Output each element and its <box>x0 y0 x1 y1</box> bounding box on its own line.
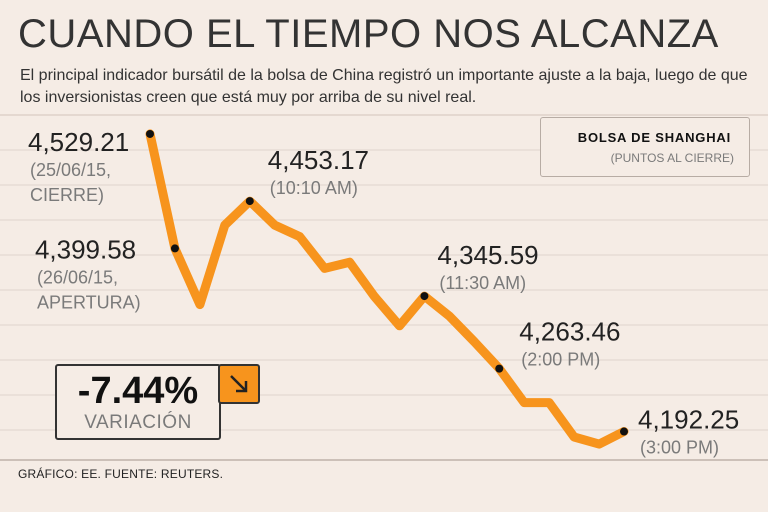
variation-box: -7.44% VARIACIÓN <box>55 364 221 440</box>
data-label-value: 4,345.59 <box>437 240 538 270</box>
chart-subtitle: El principal indicador bursátil de la bo… <box>20 67 748 106</box>
grid-lines <box>0 114 768 461</box>
legend-title: BOLSA DE SHANGHAI <box>577 130 731 145</box>
chart-title: CUANDO EL TIEMPO NOS ALCANZA <box>18 12 719 56</box>
data-label-note: APERTURA) <box>37 292 141 312</box>
data-label-note: (11:30 AM) <box>439 273 526 293</box>
data-label-note: (3:00 PM) <box>640 438 719 458</box>
data-point <box>245 197 254 206</box>
data-label-value: 4,263.46 <box>519 317 620 347</box>
data-points <box>146 129 628 436</box>
data-label-value: 4,529.21 <box>28 127 129 157</box>
data-label-value: 4,192.25 <box>638 405 739 435</box>
data-label-value: 4,453.17 <box>268 145 369 175</box>
legend-box: BOLSA DE SHANGHAI (PUNTOS AL CIERRE) <box>540 117 750 177</box>
data-label-note: (2:00 PM) <box>521 350 600 370</box>
data-label-value: 4,399.58 <box>35 234 136 264</box>
data-label-note: (26/06/15, <box>37 267 118 287</box>
data-label-note: CIERRE) <box>30 185 104 205</box>
arrow-down-right-icon <box>218 364 260 404</box>
data-labels: 4,529.21 (25/06/15, CIERRE) 4,399.58 (26/06/… <box>28 127 739 458</box>
legend-subtitle: (PUNTOS AL CIERRE) <box>610 151 734 165</box>
variation-value: -7.44% <box>77 370 199 412</box>
data-point <box>620 427 628 436</box>
series-line <box>145 129 629 449</box>
data-point <box>495 364 504 373</box>
source-footer: GRÁFICO: EE. FUENTE: REUTERS. <box>18 467 224 481</box>
data-label-note: (10:10 AM) <box>270 178 358 198</box>
data-point <box>420 292 429 301</box>
data-point <box>170 244 179 253</box>
series-layer <box>145 129 629 449</box>
data-label-note: (25/06/15, <box>30 160 111 180</box>
data-point <box>146 129 154 138</box>
variation-label: VARIACIÓN <box>84 412 192 433</box>
